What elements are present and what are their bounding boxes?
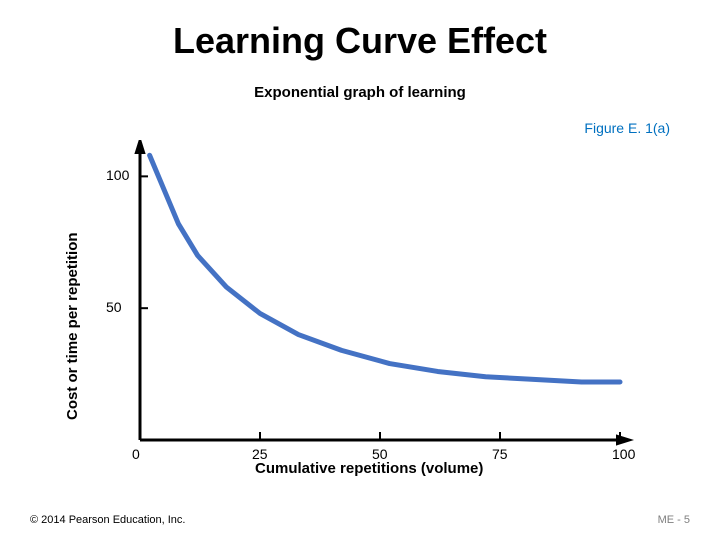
y-tick-label: 100 — [106, 167, 129, 183]
slide-title: Learning Curve Effect — [0, 0, 720, 62]
x-tick-label: 100 — [612, 446, 635, 462]
copyright-text: © 2014 Pearson Education, Inc. — [30, 514, 185, 526]
x-tick-label: 50 — [372, 446, 388, 462]
learning-curve-chart — [100, 140, 660, 470]
y-tick-label: 50 — [106, 299, 122, 315]
x-tick-label: 25 — [252, 446, 268, 462]
chart-svg — [100, 140, 660, 470]
page-number: ME - 5 — [658, 514, 690, 526]
y-axis-label: Cost or time per repetition — [64, 232, 81, 420]
chart-subtitle: Exponential graph of learning — [0, 84, 720, 101]
x-tick-label: 0 — [132, 446, 140, 462]
x-tick-label: 75 — [492, 446, 508, 462]
figure-label: Figure E. 1(a) — [584, 120, 670, 136]
